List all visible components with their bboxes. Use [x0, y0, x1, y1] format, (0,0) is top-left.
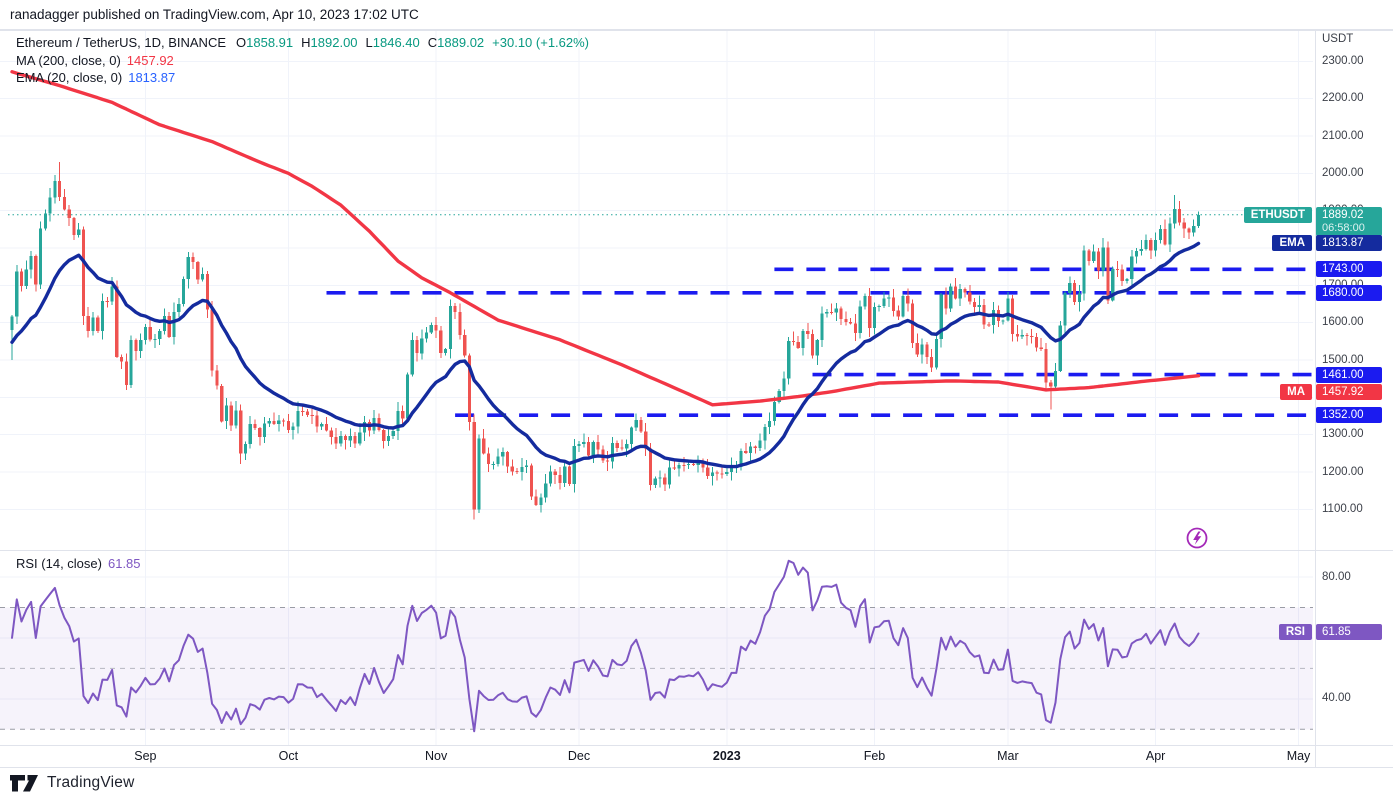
time-axis-label: Apr	[1145, 749, 1166, 763]
price-axis-label: 1500.00	[1322, 353, 1364, 366]
time-axis[interactable]	[0, 745, 1315, 767]
price-axis-label: 2200.00	[1322, 92, 1364, 105]
price-axis-label: 1300.00	[1322, 428, 1364, 441]
time-axis-label: Nov	[424, 749, 448, 763]
time-axis-label: Sep	[134, 749, 157, 763]
time-axis-label: May	[1286, 749, 1311, 763]
ohlc-close: C1889.02	[427, 35, 485, 50]
rsi-legend-row[interactable]: RSI (14, close) 61.85	[16, 556, 141, 571]
tradingview-logo[interactable]: TradingView	[10, 770, 135, 796]
ma200-line	[10, 70, 1201, 407]
ema-label: EMA (20, close, 0)	[16, 70, 123, 85]
symbol-legend-row[interactable]: Ethereum / TetherUS, 1D, BINANCE O1858.9…	[16, 35, 589, 50]
level-price-badge: 1461.00	[1316, 366, 1382, 383]
ohlc-high: H1892.00	[301, 35, 358, 50]
ma-value-badge: 1457.92	[1316, 383, 1382, 400]
price-axis-currency: USDT	[1322, 33, 1354, 45]
ohlc-open: O1858.91	[236, 35, 294, 50]
ohlc-low: L1846.40	[365, 35, 420, 50]
symbol-price-badge: 1889.02 06:58:00	[1316, 206, 1382, 236]
ema-value: 1813.87	[128, 70, 176, 85]
rsi-line	[11, 559, 1200, 733]
price-axis-label: 1100.00	[1322, 502, 1363, 515]
ema-legend-row[interactable]: EMA (20, close, 0) 1813.87	[16, 70, 175, 85]
ema-label-badge: EMA	[1272, 234, 1312, 251]
level-price-badge: 1352.00	[1316, 407, 1382, 424]
tradingview-logo-icon	[10, 774, 38, 791]
ma-label: MA (200, close, 0)	[16, 53, 121, 68]
ma-value: 1457.92	[126, 53, 174, 68]
level-price-badge: 1743.00	[1316, 261, 1382, 278]
price-axis-label: 2000.00	[1322, 166, 1364, 179]
ma-label-badge: MA	[1280, 383, 1312, 400]
price-axis-label: 1600.00	[1322, 316, 1364, 329]
time-axis-label: Oct	[278, 749, 299, 763]
level-price-badge: 1680.00	[1316, 284, 1382, 301]
rsi-label: RSI (14, close)	[16, 556, 102, 571]
candles-layer	[10, 162, 1201, 520]
price-axis-label: 2100.00	[1322, 129, 1364, 142]
ema-value-badge: 1813.87	[1316, 234, 1382, 251]
symbol-badge-price: 1889.02	[1322, 208, 1364, 221]
tradingview-logo-text: TradingView	[47, 774, 135, 791]
ema20-line	[10, 241, 1201, 469]
lightning-marker-icon[interactable]	[1186, 527, 1208, 549]
ma-legend-row[interactable]: MA (200, close, 0) 1457.92	[16, 53, 174, 68]
symbol-title: Ethereum / TetherUS, 1D, BINANCE	[16, 35, 227, 50]
price-axis-label: 2300.00	[1322, 54, 1364, 67]
symbol-label-badge: ETHUSDT	[1243, 206, 1312, 223]
time-axis-label: 2023	[712, 749, 741, 763]
rsi-label-badge: RSI	[1278, 624, 1312, 641]
published-text: ranadagger published on TradingView.com,…	[10, 7, 419, 22]
price-axis-label: 1200.00	[1322, 465, 1364, 478]
symbol-badge-countdown: 06:58:00	[1322, 221, 1365, 234]
rsi-value-badge: 61.85	[1316, 624, 1382, 641]
rsi-axis-label: 40.00	[1322, 692, 1351, 705]
rsi-value: 61.85	[107, 556, 141, 571]
time-axis-label: Feb	[863, 749, 886, 763]
rsi-axis-label: 80.00	[1322, 570, 1351, 583]
time-axis-label: Mar	[997, 749, 1019, 763]
change-value: +30.10 (+1.62%)	[492, 35, 590, 50]
published-bar: ranadagger published on TradingView.com,…	[0, 0, 1393, 30]
rsi-band-fill	[0, 607, 1313, 730]
time-axis-label: Dec	[567, 749, 591, 763]
